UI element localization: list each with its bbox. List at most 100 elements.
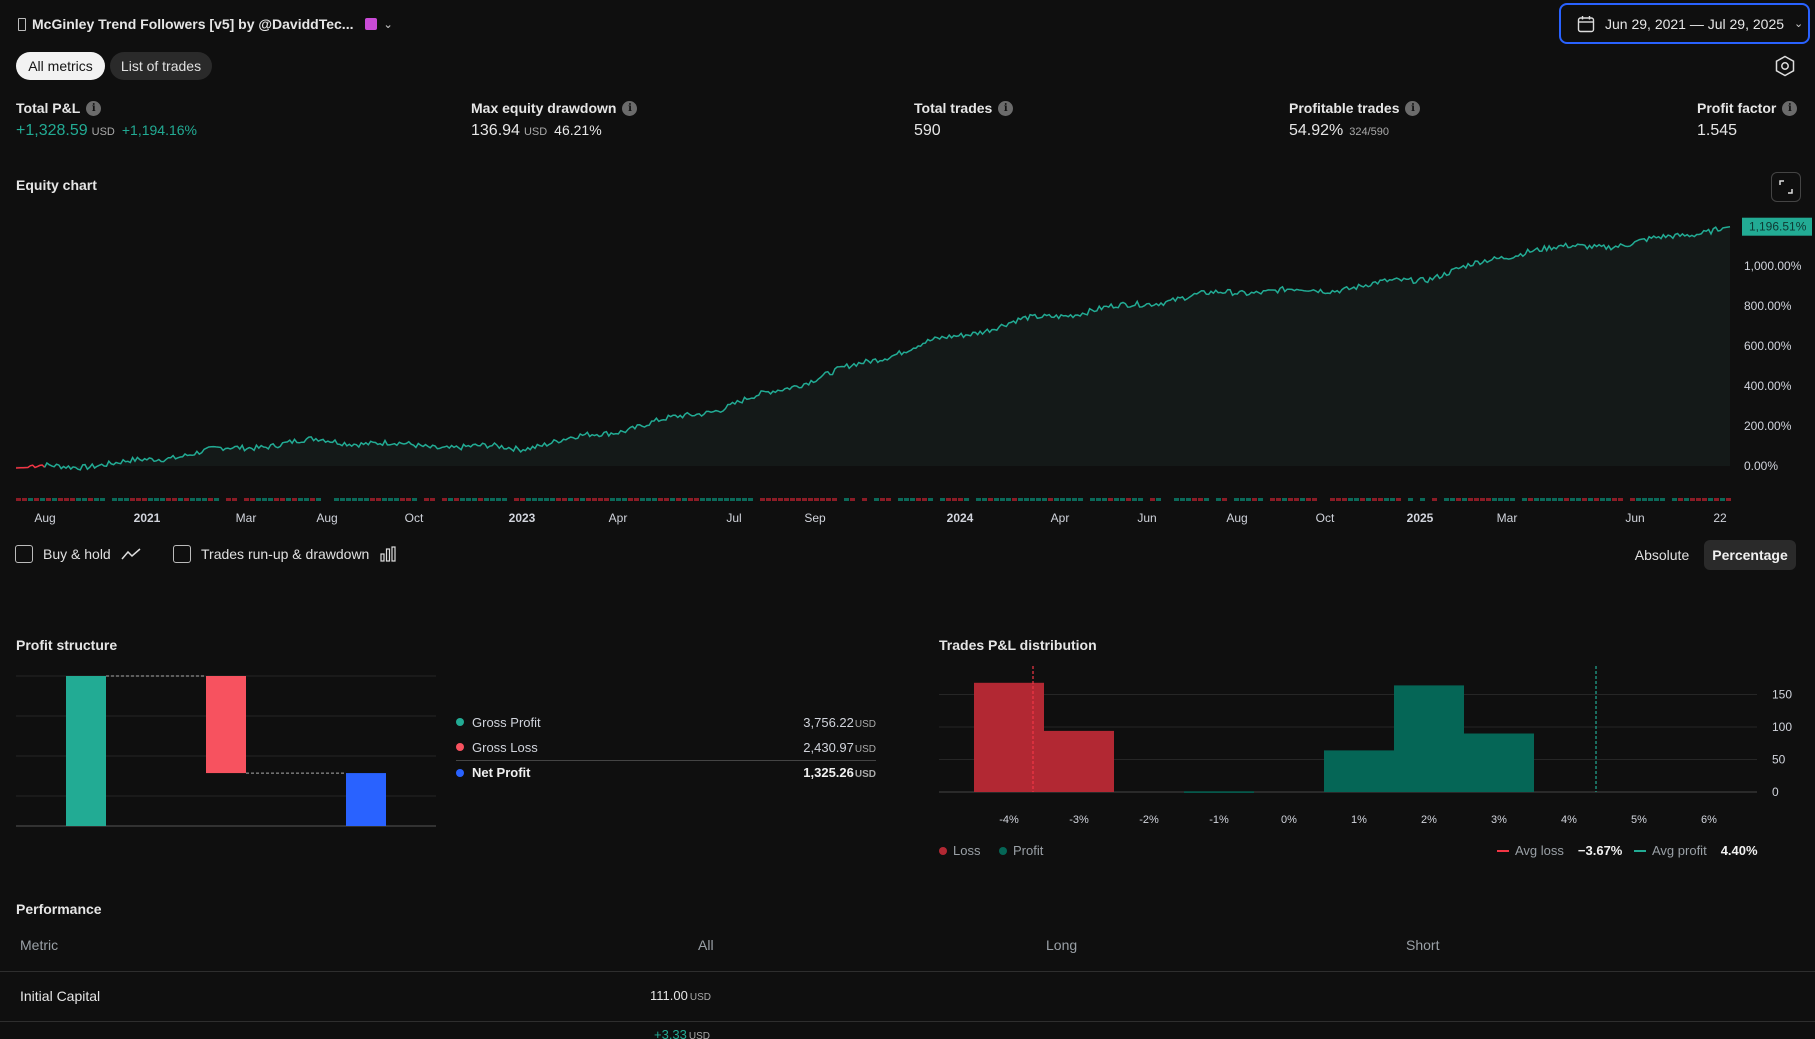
column-header-metric: Metric <box>20 937 59 953</box>
x-axis-label: 2021 <box>134 511 161 525</box>
equity-line <box>43 225 1731 471</box>
info-icon[interactable]: i <box>86 100 102 116</box>
trade-marker <box>1102 498 1107 501</box>
info-icon[interactable]: i <box>622 100 638 116</box>
trade-marker <box>358 498 363 501</box>
runup-checkbox[interactable] <box>173 545 191 563</box>
trade-marker <box>1552 498 1557 501</box>
expand-icon <box>1779 180 1793 194</box>
x-axis-label: -3% <box>1069 814 1089 826</box>
document-icon <box>18 17 26 31</box>
trade-marker <box>1432 498 1437 501</box>
trade-marker <box>1048 498 1053 501</box>
bar-profit <box>1324 750 1394 792</box>
trade-marker <box>556 498 561 501</box>
trade-marker <box>1072 498 1077 501</box>
trade-marker <box>1396 498 1401 501</box>
trade-marker <box>1468 498 1473 501</box>
profit-structure-chart <box>16 675 436 827</box>
runup-drawdown-toggle[interactable]: Trades run-up & drawdown <box>173 545 397 563</box>
bar-profit <box>1464 733 1534 792</box>
legend-profit-label: Profit <box>1013 843 1044 858</box>
performance-title: Performance <box>16 901 102 917</box>
trade-marker <box>1186 498 1191 501</box>
tab-all-metrics[interactable]: All metrics <box>16 52 105 80</box>
trade-marker <box>646 498 651 501</box>
trade-marker <box>178 498 183 501</box>
trade-marker <box>1498 498 1503 501</box>
settings-icon[interactable] <box>1774 55 1796 77</box>
trade-marker <box>988 498 993 501</box>
trade-marker <box>730 498 735 501</box>
info-icon[interactable]: i <box>998 100 1014 116</box>
trade-marker <box>100 498 105 501</box>
tab-list-of-trades[interactable]: List of trades <box>110 52 212 80</box>
legend-loss: Loss <box>939 843 980 858</box>
trade-marker <box>952 498 957 501</box>
trade-marker <box>1180 498 1185 501</box>
trade-marker <box>490 498 495 501</box>
percentage-toggle-button[interactable]: Percentage <box>1704 540 1796 570</box>
trade-marker <box>784 498 789 501</box>
x-axis-label: 5% <box>1631 814 1647 826</box>
trade-marker <box>142 498 147 501</box>
trade-marker <box>388 498 393 501</box>
row-initial-capital-value: 111.00 USD <box>650 988 711 1003</box>
bar-net-profit <box>346 773 386 826</box>
legend-name: Gross Loss <box>472 739 538 755</box>
trade-marker <box>1486 498 1491 501</box>
date-range-picker[interactable]: Jun 29, 2021 — Jul 29, 2025 ⌄ <box>1559 3 1810 44</box>
trade-marker <box>742 498 747 501</box>
line-chart-icon <box>121 548 141 560</box>
trade-marker <box>172 498 177 501</box>
trade-marker <box>1714 498 1719 501</box>
expand-chart-button[interactable] <box>1771 172 1801 202</box>
trade-marker <box>286 498 291 501</box>
trade-marker <box>1660 498 1665 501</box>
trade-marker <box>1294 498 1299 501</box>
buy-hold-checkbox[interactable] <box>15 545 33 563</box>
strategy-title[interactable]: McGinley Trend Followers [v5] by @Davidd… <box>18 12 393 36</box>
buy-hold-toggle[interactable]: Buy & hold <box>15 545 141 563</box>
trade-marker <box>826 498 831 501</box>
legend-avg-profit: Avg profit 4.40% <box>1634 843 1758 858</box>
avg-loss-label: Avg loss <box>1515 843 1564 858</box>
x-axis-label: -2% <box>1139 814 1159 826</box>
calendar-icon <box>1577 15 1595 32</box>
info-icon[interactable]: i <box>1405 100 1421 116</box>
trade-marker <box>412 498 417 501</box>
trade-marker <box>652 498 657 501</box>
x-axis-label: Oct <box>405 511 424 525</box>
trade-marker <box>820 498 825 501</box>
info-icon[interactable]: i <box>1782 100 1798 116</box>
trade-marker <box>82 498 87 501</box>
metric-value: 590 <box>914 122 941 139</box>
absolute-toggle-button[interactable]: Absolute <box>1634 547 1690 563</box>
equity-chart[interactable]: 1,000.00% 800.00% 600.00% 400.00% 200.00% 0.0… <box>0 200 1815 530</box>
trade-marker <box>634 498 639 501</box>
trade-marker <box>76 498 81 501</box>
y-axis-label: 100 <box>1772 720 1792 734</box>
cell-value: 111.00 <box>650 988 688 1003</box>
y-axis-label: 150 <box>1772 688 1792 702</box>
trade-marker <box>682 498 687 501</box>
trade-marker <box>1600 498 1605 501</box>
x-axis-label: 0% <box>1281 814 1297 826</box>
trade-marker <box>310 498 315 501</box>
dash-line-icon <box>1634 849 1646 852</box>
trade-marker <box>124 498 129 501</box>
trade-marker <box>376 498 381 501</box>
metric-unit: USD <box>523 126 548 138</box>
x-axis-label: Oct <box>1316 511 1335 525</box>
trade-marker <box>1372 498 1377 501</box>
legend-name: Gross Profit <box>472 714 541 730</box>
row-net-profit-value: +3.33 USD <box>654 1027 710 1039</box>
trade-marker <box>40 498 45 501</box>
trade-marker <box>712 498 717 501</box>
trade-marker <box>292 498 297 501</box>
trade-marker <box>1576 498 1581 501</box>
trade-marker <box>1450 498 1455 501</box>
trade-marker <box>694 498 699 501</box>
trade-marker <box>958 498 963 501</box>
y-axis-label: 0.00% <box>1744 459 1778 473</box>
